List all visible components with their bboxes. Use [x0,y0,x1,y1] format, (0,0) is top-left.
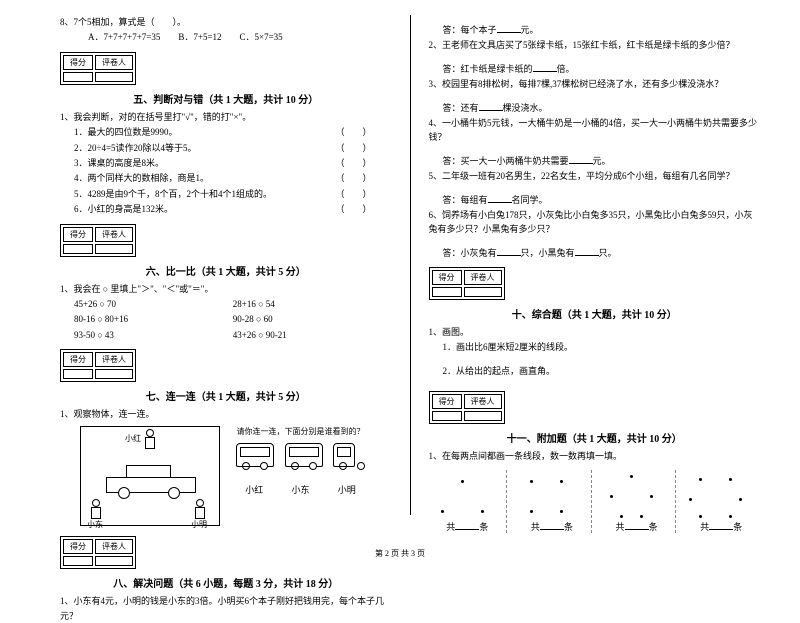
kid-left-icon [89,499,103,521]
dots-cell-4: 共条 [682,470,760,533]
problem-3: 3、校园里有8排松树，每排7棵,37棵松树已经浇了水，还有多少棵没浇水？ [429,77,761,91]
dot-icon [640,515,643,518]
compare-row-3: 93-50 ○ 4343+26 ○ 90-21 [60,328,392,342]
answer-3: 答：还有棵没浇水。 [429,101,761,115]
dot-icon [699,478,702,481]
compare-row-2: 80-16 ○ 80+1690-28 ○ 60 [60,312,392,326]
score-box-11: 得分评卷人 [429,391,505,424]
extra-intro: 1、在每两点间都画一条线段，数一数再填一填。 [429,449,761,463]
dot-icon [560,480,563,483]
dot-icon [699,515,702,518]
judge-intro: 1、我会判断，对的在括号里打"√"，错的打"×"。 [60,110,392,124]
bus-view-3-icon [333,443,355,467]
dots-answer-2: 共条 [515,520,589,533]
problem-6: 6、饲养场有小白兔178只，小灰兔比小白兔多35只，小黑兔比小白兔多59只，小灰… [429,208,761,237]
section-10-title: 十、综合题（共 1 大题，共计 10 分） [429,306,761,321]
bus-names-row: 小红 小东 小明 [232,483,369,496]
answer-2: 答：红卡纸是绿卡纸的倍。 [429,62,761,76]
kid-top-icon [143,429,157,451]
score-box-5: 得分评卷人 [60,52,136,85]
dot-icon [560,510,563,513]
score-box-7: 得分评卷人 [60,349,136,382]
section-11-title: 十一、附加题（共 1 大题，共计 10 分） [429,430,761,445]
dot-icon [461,480,464,483]
score-box-6: 得分评卷人 [60,224,136,257]
left-column: 8、7个5相加，算式是（ ）。 A．7+7+7+7+7=35 B．7+5=12 … [50,15,411,515]
judge-4: 4．两个同样大的数相除，商是1。（ ） [60,171,392,185]
page-footer: 第 2 页 共 3 页 [0,548,800,559]
kid-right-icon [193,499,207,521]
page-container: 8、7个5相加，算式是（ ）。 A．7+7+7+7+7=35 B．7+5=12 … [0,0,800,540]
judge-6: 6．小红的身高是132米。（ ） [60,202,392,216]
dots-cell-1: 共条 [429,470,508,533]
bus-views: 请你连一连，下面分别是谁看到的？ 小红 小东 小明 [232,426,369,496]
problem-4: 4、一小桶牛奶5元钱，一大桶牛奶是一小桶的4倍，买一大一小两桶牛奶共需要多少钱？ [429,116,761,145]
scene-box: 小红 小东 小明 [80,426,220,526]
bus-name-1: 小红 [232,483,276,496]
compare-row-1: 45+26 ○ 7028+16 ○ 54 [60,297,392,311]
answer-6: 答：小灰兔有只，小黑兔有只。 [429,246,761,260]
section-5-title: 五、判断对与错（共 1 大题，共计 10 分） [60,91,392,106]
problem-2: 2、王老师在文具店买了5张绿卡纸，15张红卡纸，红卡纸是绿卡纸的多少倍？ [429,38,761,52]
grader-label: 评卷人 [95,55,133,70]
judge-5: 5．4289是由9个千，8个百，2个十和4个1组成的。（ ） [60,187,392,201]
dot-icon [729,478,732,481]
draw-intro: 1、画图。 [429,325,761,339]
judge-1: 1．最大的四位数是9990。（ ） [60,125,392,139]
dots-answer-1: 共条 [431,520,505,533]
section-6-title: 六、比一比（共 1 大题，共计 5 分） [60,263,392,278]
q8-text: 8、7个5相加，算式是（ ）。 [60,15,392,29]
section-7-title: 七、连一连（共 1 大题，共计 5 分） [60,388,392,403]
section-8-title: 八、解决问题（共 6 小题，每题 3 分，共计 18 分） [60,575,392,590]
dot-icon [630,475,633,478]
dot-icon [729,515,732,518]
bus-name-2: 小东 [279,483,323,496]
answer-5: 答：每组有名同学。 [429,193,761,207]
score-label: 得分 [63,55,93,70]
dot-icon [481,510,484,513]
dots-row: 共条 共条 共条 共条 [429,470,761,533]
bus-caption: 请你连一连，下面分别是谁看到的？ [232,426,369,437]
answer-4: 答：买一大一小两桶牛奶共需要元。 [429,154,761,168]
judge-2: 2．20÷4=5读作20除以4等于5。（ ） [60,141,392,155]
dots-answer-3: 共条 [600,520,674,533]
answer-1: 答：每个本子元。 [429,23,761,37]
bus-icons-row [232,443,369,469]
compare-intro: 1、我会在 ○ 里填上"＞"、"＜"或"＝"。 [60,282,392,296]
link-intro: 1、观察物体，连一连。 [60,407,392,421]
observe-figure: 小红 小东 小明 请你连一连，下面分别是谁看到的？ [60,422,392,530]
kid-right-label: 小明 [191,519,207,530]
kid-left-label: 小东 [87,519,103,530]
car-icon [106,465,196,499]
kid-top-label: 小红 [125,433,141,444]
dot-icon [650,495,653,498]
dot-icon [441,510,444,513]
judge-3: 3．课桌的高度是8米。（ ） [60,156,392,170]
dots-answer-4: 共条 [684,520,758,533]
dot-icon [530,480,533,483]
draw-2: 2．从给出的起点，画直角。 [429,364,761,378]
dots-cell-2: 共条 [513,470,592,533]
bus-name-3: 小明 [325,483,369,496]
draw-1: 1．画出比6厘米短2厘米的线段。 [429,340,761,354]
dot-icon [689,498,692,501]
dot-icon [610,495,613,498]
dots-cell-3: 共条 [598,470,677,533]
problem-1: 1、小东有4元，小明的钱是小东的3倍。小明买6个本子刚好把钱用完，每个本子几元？ [60,594,392,623]
dot-icon [530,510,533,513]
right-column: 答：每个本子元。 2、王老师在文具店买了5张绿卡纸，15张红卡纸，红卡纸是绿卡纸… [411,15,771,515]
problem-5: 5、二年级一班有20名男生，22名女生，平均分成6个小组，每组有几名同学？ [429,169,761,183]
dot-icon [620,515,623,518]
dot-icon [739,498,742,501]
bus-view-2-icon [285,443,323,467]
bus-view-1-icon [236,443,274,467]
score-box-10: 得分评卷人 [429,267,505,300]
q8-options: A．7+7+7+7+7=35 B．7+5=12 C．5×7=35 [60,30,392,44]
